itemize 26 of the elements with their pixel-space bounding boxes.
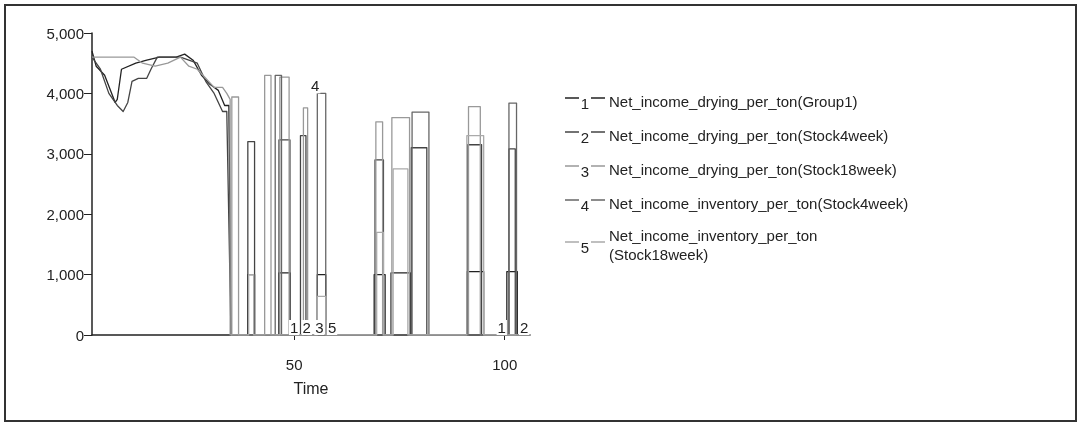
legend-label: Net_income_inventory_per_ton(Stock4week) — [609, 193, 909, 213]
x-tick-label: 50 — [285, 356, 303, 373]
annotation: 1 — [289, 319, 299, 336]
x-axis-title: Time — [293, 379, 329, 397]
text: 2 — [580, 129, 590, 146]
annotation: 2 — [519, 319, 529, 336]
annotation: 2 — [302, 319, 311, 336]
legend-label: Net_income_inventory_per_ton (Stock18week) — [609, 226, 818, 264]
legend-label: Net_income_drying_per_ton(Group1) — [609, 91, 858, 111]
x-tick-label: 100 — [492, 356, 518, 373]
text: 5 — [580, 239, 590, 256]
legend-label: Net_income_drying_per_ton(Stock4week) — [609, 125, 889, 145]
annotation: 5 — [327, 319, 337, 336]
text: 3 — [580, 163, 590, 180]
y-tick-label: 3,000 — [46, 145, 84, 163]
y-tick-label: 5,000 — [46, 24, 84, 42]
y-tick-label: 0 — [75, 326, 84, 344]
legend-label: Net_income_drying_per_ton(Stock18week) — [609, 159, 897, 179]
y-tick-label: 1,000 — [46, 266, 84, 284]
annotation: 4 — [311, 77, 320, 95]
y-tick-label: 4,000 — [46, 84, 84, 102]
annotation: 3 — [315, 319, 324, 336]
annotation: 1 — [497, 319, 506, 336]
text: 4 — [580, 197, 590, 214]
text: 1 — [580, 95, 590, 112]
y-tick-label: 2,000 — [46, 205, 84, 223]
